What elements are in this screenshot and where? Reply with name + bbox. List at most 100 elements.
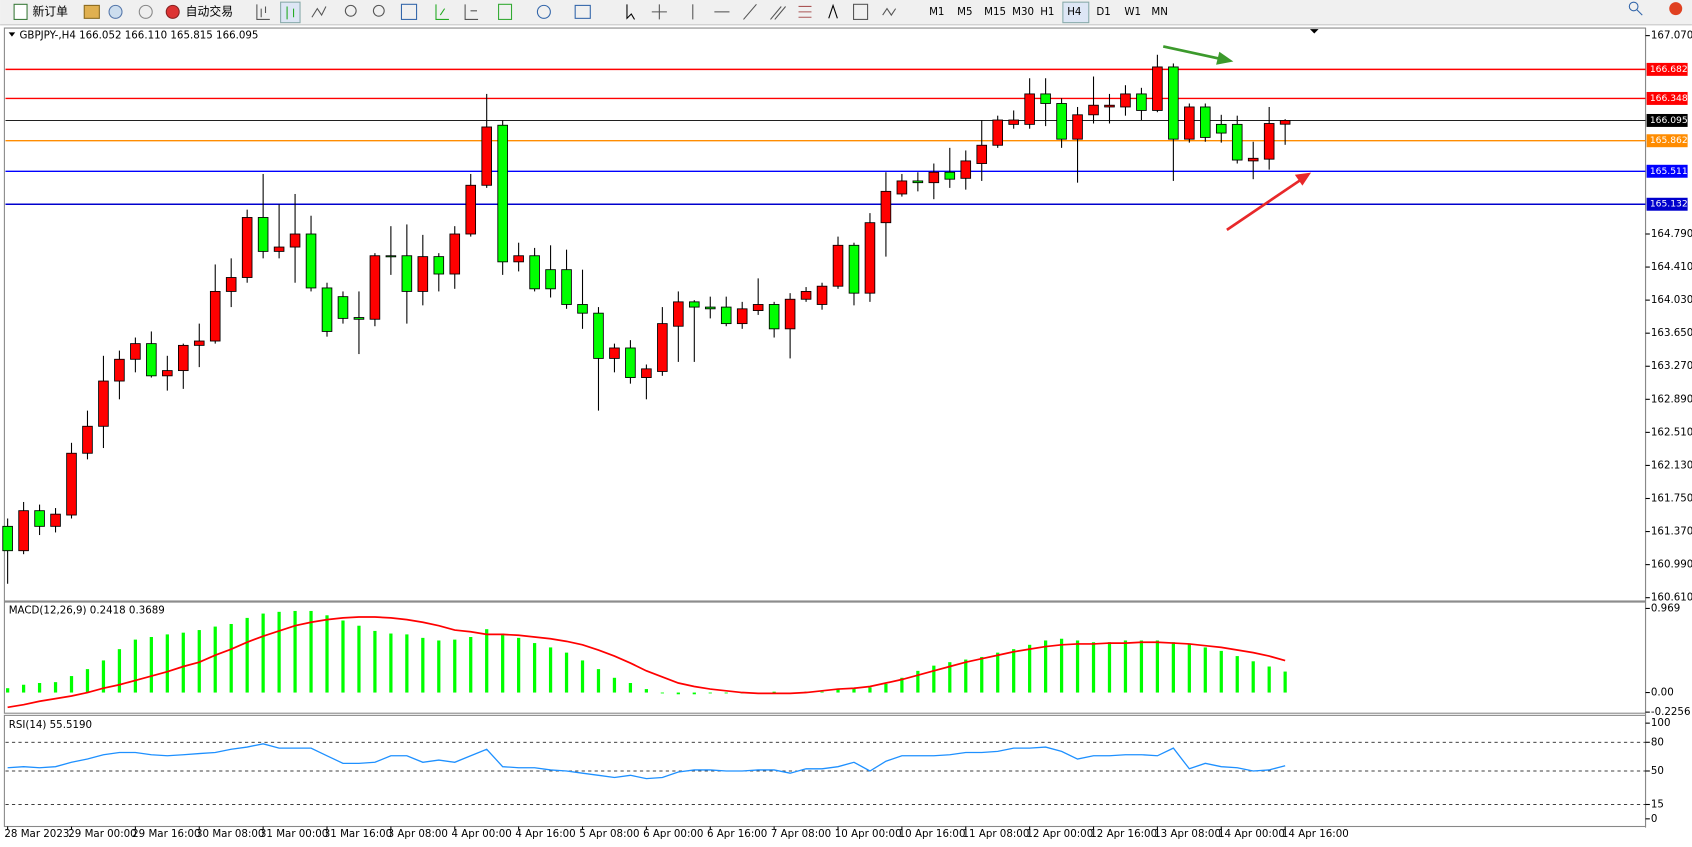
macd-bar <box>277 611 281 693</box>
candle-body <box>337 296 349 319</box>
macd-bar <box>421 637 425 693</box>
new-order-button[interactable]: 新订单 <box>32 4 68 18</box>
candle-body <box>704 306 716 310</box>
toolbar-icon[interactable] <box>138 4 153 19</box>
x-tick-label: 29 Mar 16:00 <box>132 828 200 840</box>
timeframe-button[interactable]: M30 <box>1012 6 1034 18</box>
macd-bar <box>293 610 297 693</box>
macd-bar <box>532 643 537 693</box>
candle-body <box>66 452 77 516</box>
candle-icon[interactable] <box>286 6 295 20</box>
y-tick-label: 164.030 <box>1651 294 1692 306</box>
timeframe-button[interactable]: H1 <box>1040 6 1054 18</box>
x-tick-label: 6 Apr 16:00 <box>707 828 767 840</box>
search-icon[interactable] <box>1628 1 1643 16</box>
cursor-icon[interactable] <box>626 4 635 20</box>
text-icon[interactable] <box>828 3 838 19</box>
macd-bar <box>612 677 617 693</box>
x-tick-label: 14 Apr 16:00 <box>1282 828 1349 840</box>
macd-bar <box>884 683 888 693</box>
candle-body <box>832 244 844 287</box>
macd-bar <box>1219 650 1223 693</box>
trendline-icon[interactable] <box>743 3 757 20</box>
candle-body <box>1088 104 1099 116</box>
toolbar-icon[interactable] <box>108 4 123 19</box>
candle-body <box>433 256 445 275</box>
candle-body <box>369 255 381 320</box>
level-label-bg <box>1646 62 1688 76</box>
macd-bar <box>900 677 904 693</box>
notification-badge[interactable] <box>1669 2 1683 16</box>
macd-bar <box>389 633 393 693</box>
zoom-in-icon[interactable] <box>344 4 357 17</box>
y-tick-label: 161.750 <box>1651 492 1692 504</box>
period-icon[interactable] <box>536 4 551 19</box>
candle-body <box>1120 93 1131 108</box>
candle-body <box>321 287 333 332</box>
shift-icon[interactable] <box>464 4 479 20</box>
macd-bar <box>373 630 377 693</box>
toolbar-bg <box>0 0 1692 25</box>
macd-bar <box>1187 643 1191 693</box>
level-label-bg <box>1646 91 1688 105</box>
timeframe-button[interactable]: W1 <box>1124 6 1141 18</box>
scroll-icon[interactable] <box>435 4 449 20</box>
timeframe-button[interactable]: D1 <box>1096 6 1110 18</box>
candle-body <box>50 513 61 527</box>
timeframe-button[interactable]: M15 <box>984 6 1006 18</box>
channel-icon[interactable] <box>770 6 786 20</box>
new-order-icon[interactable] <box>13 3 28 20</box>
tile-icon[interactable] <box>400 3 418 20</box>
candle-body <box>944 171 956 180</box>
active-timeframe-bg <box>1062 1 1090 24</box>
macd-bar <box>1283 671 1287 693</box>
candle-body <box>689 301 700 308</box>
timeframe-button[interactable]: MN <box>1151 6 1168 18</box>
current-price-label-bg <box>1646 113 1688 127</box>
toolbar-icon[interactable] <box>83 4 100 19</box>
y-tick-label: 163.650 <box>1651 327 1692 339</box>
candle-body <box>1168 66 1179 140</box>
candle-body <box>2 525 13 552</box>
auto-trade-button[interactable]: 自动交易 <box>186 4 233 18</box>
bar-chart-icon[interactable] <box>256 4 270 20</box>
candle-body <box>18 510 29 552</box>
timeframe-button[interactable]: H4 <box>1067 6 1081 18</box>
template-icon[interactable] <box>574 4 591 19</box>
crosshair-icon[interactable] <box>651 4 667 20</box>
macd-bar <box>85 669 90 693</box>
candle-body <box>497 124 508 263</box>
line-chart-icon[interactable] <box>311 6 327 18</box>
indicator-icon[interactable] <box>498 3 513 20</box>
y-tick-label: -0.2256 <box>1651 706 1691 718</box>
candle-body <box>114 358 125 382</box>
candle-body <box>848 244 860 294</box>
y-tick-label: 15 <box>1651 798 1664 810</box>
candle-body <box>130 343 141 360</box>
candle-body <box>896 180 908 195</box>
x-tick-label: 4 Apr 16:00 <box>515 828 575 840</box>
macd-bar <box>1203 647 1207 693</box>
red-arrow-shaft <box>1226 179 1302 231</box>
zoom-out-icon[interactable] <box>372 4 385 17</box>
timeframe-button[interactable]: M5 <box>957 6 972 18</box>
macd-bar <box>1235 656 1239 693</box>
candle-icon-box[interactable] <box>280 1 301 24</box>
y-tick-label: 162.130 <box>1651 459 1692 471</box>
fibo-icon[interactable] <box>798 5 812 18</box>
shapes-icon[interactable] <box>882 7 897 17</box>
green-arrow-head <box>1216 51 1234 65</box>
y-tick-label: 100 <box>1651 717 1671 729</box>
auto-trade-icon[interactable] <box>165 4 180 19</box>
candle-body <box>593 312 604 359</box>
y-tick-label: 164.410 <box>1651 261 1692 273</box>
label-icon[interactable] <box>853 3 869 20</box>
macd-bar <box>676 692 680 695</box>
candle-body <box>1136 93 1147 111</box>
level-label: 165.132 <box>1650 199 1688 210</box>
candle-body <box>513 255 524 263</box>
timeframe-button[interactable]: M1 <box>929 6 944 18</box>
candle-body <box>82 425 93 454</box>
level-label: 165.862 <box>1650 135 1688 146</box>
candle-body <box>545 269 556 290</box>
